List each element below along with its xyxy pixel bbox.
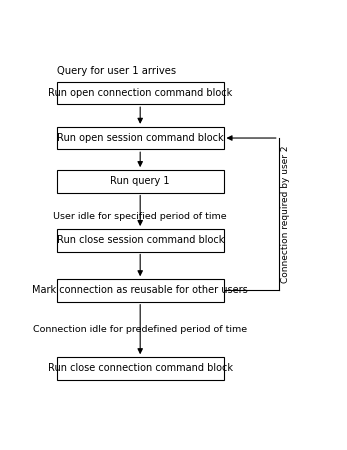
- Text: Query for user 1 arrives: Query for user 1 arrives: [57, 66, 176, 76]
- FancyBboxPatch shape: [57, 357, 223, 380]
- Text: Connection required by user 2: Connection required by user 2: [281, 145, 290, 283]
- Text: User idle for specified period of time: User idle for specified period of time: [53, 212, 227, 221]
- FancyBboxPatch shape: [57, 170, 223, 193]
- FancyBboxPatch shape: [57, 279, 223, 302]
- FancyBboxPatch shape: [57, 82, 223, 104]
- Text: Run open session command block: Run open session command block: [57, 133, 223, 143]
- Text: Run query 1: Run query 1: [110, 176, 170, 186]
- Text: Run open connection command block: Run open connection command block: [48, 88, 232, 98]
- FancyBboxPatch shape: [57, 127, 223, 149]
- Text: Mark connection as reusable for other users: Mark connection as reusable for other us…: [32, 285, 248, 296]
- Text: Connection idle for predefined period of time: Connection idle for predefined period of…: [33, 325, 247, 334]
- FancyBboxPatch shape: [57, 229, 223, 252]
- Text: Run close session command block: Run close session command block: [57, 235, 224, 245]
- Text: Run close connection command block: Run close connection command block: [48, 364, 233, 374]
